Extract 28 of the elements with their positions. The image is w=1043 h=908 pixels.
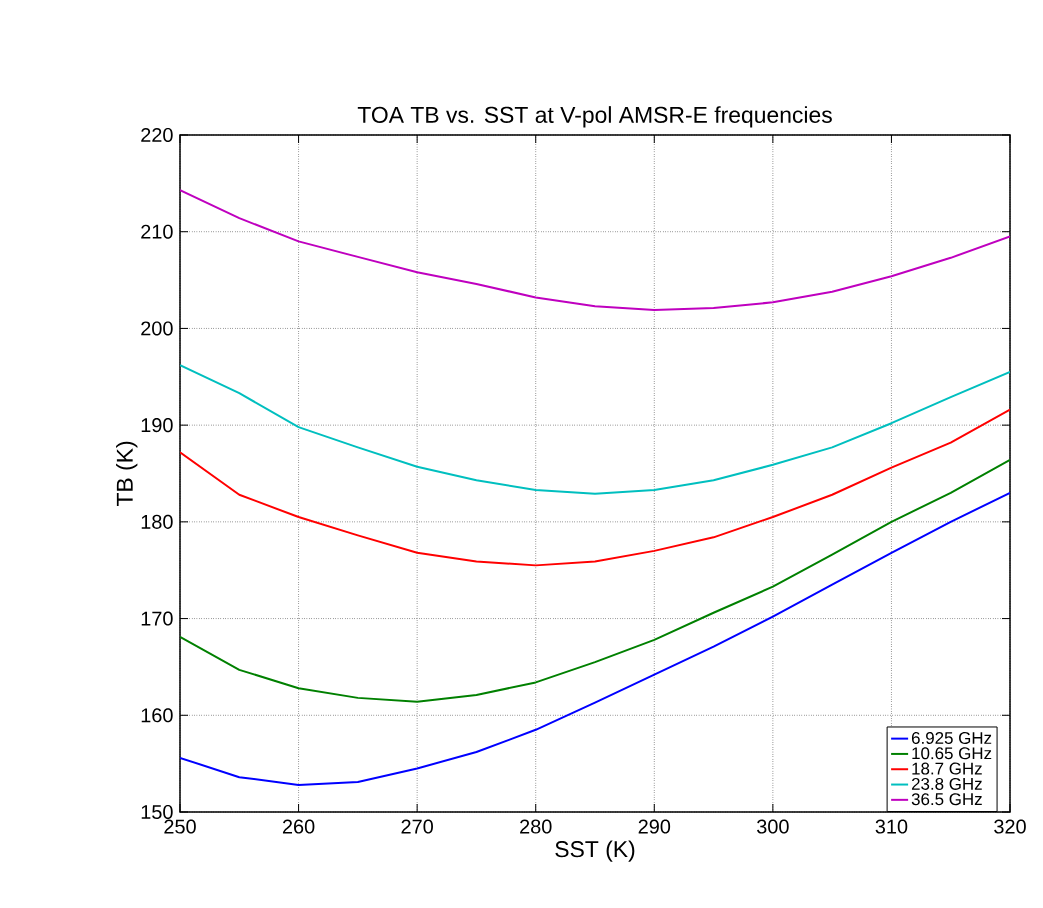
- x-tick-label: 320: [994, 819, 1026, 834]
- y-tick-label: 220: [141, 127, 173, 143]
- line-series: [180, 364, 1011, 495]
- legend-label: 18.7 GHz: [912, 762, 982, 775]
- x-tick-label: 300: [757, 819, 789, 834]
- legend-label: 23.8 GHz: [911, 777, 982, 790]
- legend-label: 6.925 GHz: [911, 731, 992, 744]
- y-axis-title: TB (K): [116, 441, 138, 507]
- chart-title: TOA TB vs. SST at V-pol AMSR-E frequencies: [357, 106, 832, 128]
- line-series: [180, 408, 1011, 567]
- y-tick-label: 150: [141, 804, 173, 820]
- legend-label: 10.65 GHz: [912, 747, 992, 760]
- legend-label: 36.5 GHz: [911, 793, 982, 806]
- line-series: [180, 189, 1011, 312]
- x-axis-title: SST (K): [555, 840, 635, 862]
- x-tick-label: 290: [638, 819, 671, 834]
- x-tick-label: 260: [282, 819, 315, 834]
- x-tick-label: 280: [520, 819, 552, 834]
- x-tick-label: 250: [164, 819, 196, 834]
- y-tick-label: 170: [141, 611, 173, 626]
- y-tick-label: 210: [141, 224, 173, 239]
- x-tick-label: 270: [401, 819, 433, 834]
- y-tick-label: 190: [141, 418, 173, 433]
- y-tick-label: 200: [141, 321, 173, 336]
- y-tick-label: 180: [141, 514, 173, 529]
- y-tick-label: 160: [141, 708, 173, 723]
- line-series: [180, 458, 1011, 703]
- x-tick-label: 310: [875, 819, 908, 834]
